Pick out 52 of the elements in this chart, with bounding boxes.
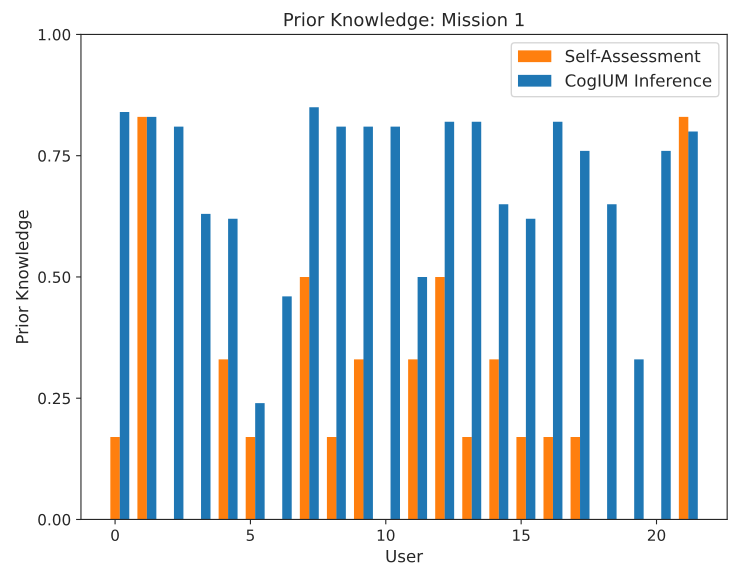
bar [300,276,310,520]
bar [472,122,482,520]
x-tick-label: 20 [648,529,666,542]
bar [444,122,454,520]
bar [174,126,184,520]
bar [201,214,210,520]
bar [516,437,526,520]
y-tick-label: 0.25 [38,392,70,404]
bar [408,359,418,520]
bar [363,126,373,520]
bar [462,437,472,520]
bar [120,112,130,520]
bar [246,437,256,520]
y-axis-title: Prior Knowledge [16,210,32,343]
y-tick-label: 0.75 [38,150,70,162]
bar [634,359,644,520]
x-tick-label: 0 [111,529,119,542]
legend-label: CogIUM Inference [566,74,712,90]
x-tick-label: 15 [513,530,530,542]
y-tick-label: 0.50 [38,271,70,283]
bar [435,276,445,520]
chart-title: Prior Knowledge: Mission 1 [284,12,524,30]
bar [418,276,428,520]
bar [661,150,671,520]
x-tick-label: 5 [246,530,254,542]
bar [137,116,147,520]
bar [489,359,499,520]
bar [526,218,536,520]
bar [390,126,400,520]
x-tick-label: 10 [378,529,394,542]
bar [282,296,292,520]
bar [354,359,364,520]
bar [218,359,228,520]
bar [146,116,156,520]
y-tick-label: 1.00 [38,28,70,40]
bar [678,116,688,520]
bar [255,403,265,520]
bar [580,150,590,520]
bar [110,437,120,520]
bar [326,437,336,520]
bar [309,107,319,520]
bar [570,437,580,520]
bar [688,131,698,520]
y-tick-label: 0.00 [38,514,70,526]
bar [607,204,617,520]
bar [552,122,562,520]
bar [228,218,238,520]
bar [336,126,346,520]
bar [498,204,508,520]
x-axis-title: User [386,550,424,562]
legend-label: Self-Assessment [566,49,700,62]
bar [543,437,553,520]
